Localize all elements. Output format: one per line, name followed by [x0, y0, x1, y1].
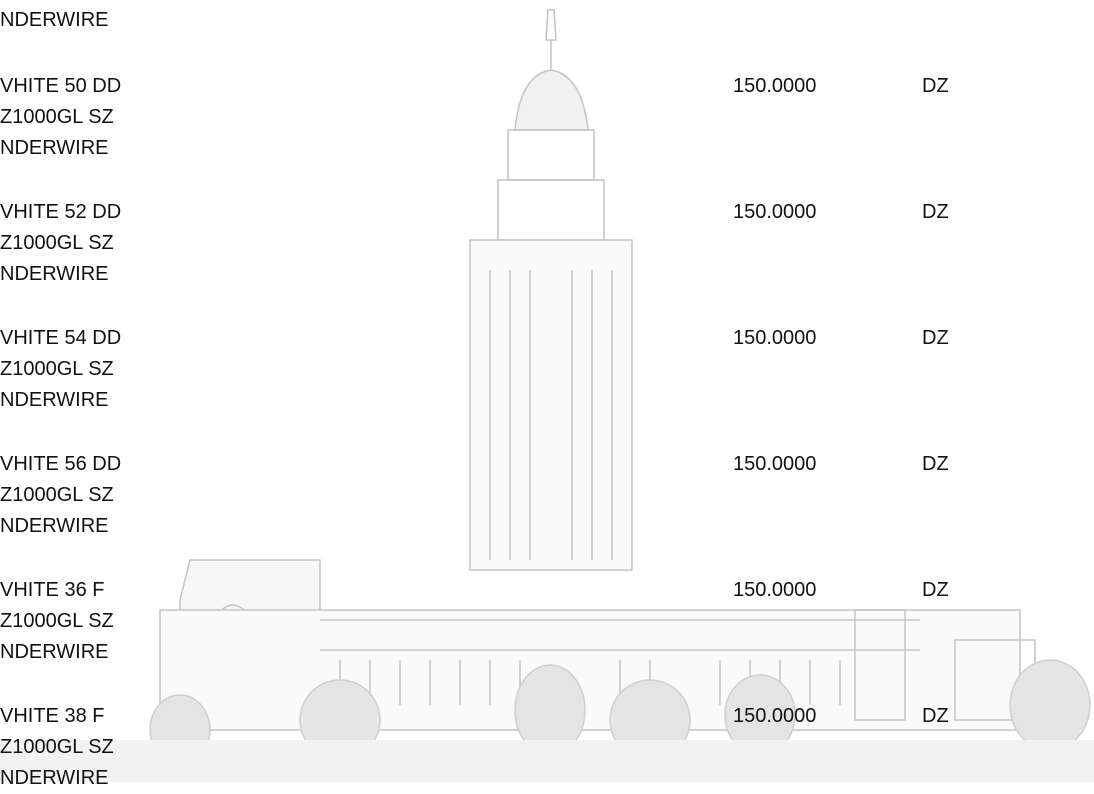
quantity: 150.0000: [733, 449, 816, 480]
description-line: Z1000GL SZ: [0, 732, 114, 763]
description-line: Z1000GL SZ: [0, 354, 114, 385]
page: {"top_fragment": "NDERWIRE", "rows": [ {…: [0, 0, 1094, 782]
quantity: 150.0000: [733, 71, 816, 102]
description-line: VHITE 50 DD: [0, 71, 121, 102]
description-line: VHITE 54 DD: [0, 323, 121, 354]
unit: DZ: [922, 575, 949, 606]
unit: DZ: [922, 71, 949, 102]
description-line: NDERWIRE: [0, 259, 109, 290]
quantity: 150.0000: [733, 701, 816, 732]
quantity: 150.0000: [733, 323, 816, 354]
unit: DZ: [922, 449, 949, 480]
unit: DZ: [922, 323, 949, 354]
description-line: Z1000GL SZ: [0, 228, 114, 259]
capitol-illustration: [0, 0, 1094, 782]
description-line: NDERWIRE: [0, 511, 109, 542]
unit: DZ: [922, 197, 949, 228]
description-line: NDERWIRE: [0, 133, 109, 164]
description-line: Z1000GL SZ: [0, 480, 114, 511]
description-line: VHITE 56 DD: [0, 449, 121, 480]
description-line: NDERWIRE: [0, 5, 109, 36]
description-line: Z1000GL SZ: [0, 606, 114, 637]
description-line: NDERWIRE: [0, 637, 109, 668]
description-line: VHITE 38 F: [0, 701, 104, 732]
description-line: VHITE 36 F: [0, 575, 104, 606]
description-line: Z1000GL SZ: [0, 102, 114, 133]
description-line: VHITE 52 DD: [0, 197, 121, 228]
description-line: NDERWIRE: [0, 385, 109, 416]
quantity: 150.0000: [733, 197, 816, 228]
unit: DZ: [922, 701, 949, 732]
quantity: 150.0000: [733, 575, 816, 606]
description-line: NDERWIRE: [0, 763, 109, 794]
